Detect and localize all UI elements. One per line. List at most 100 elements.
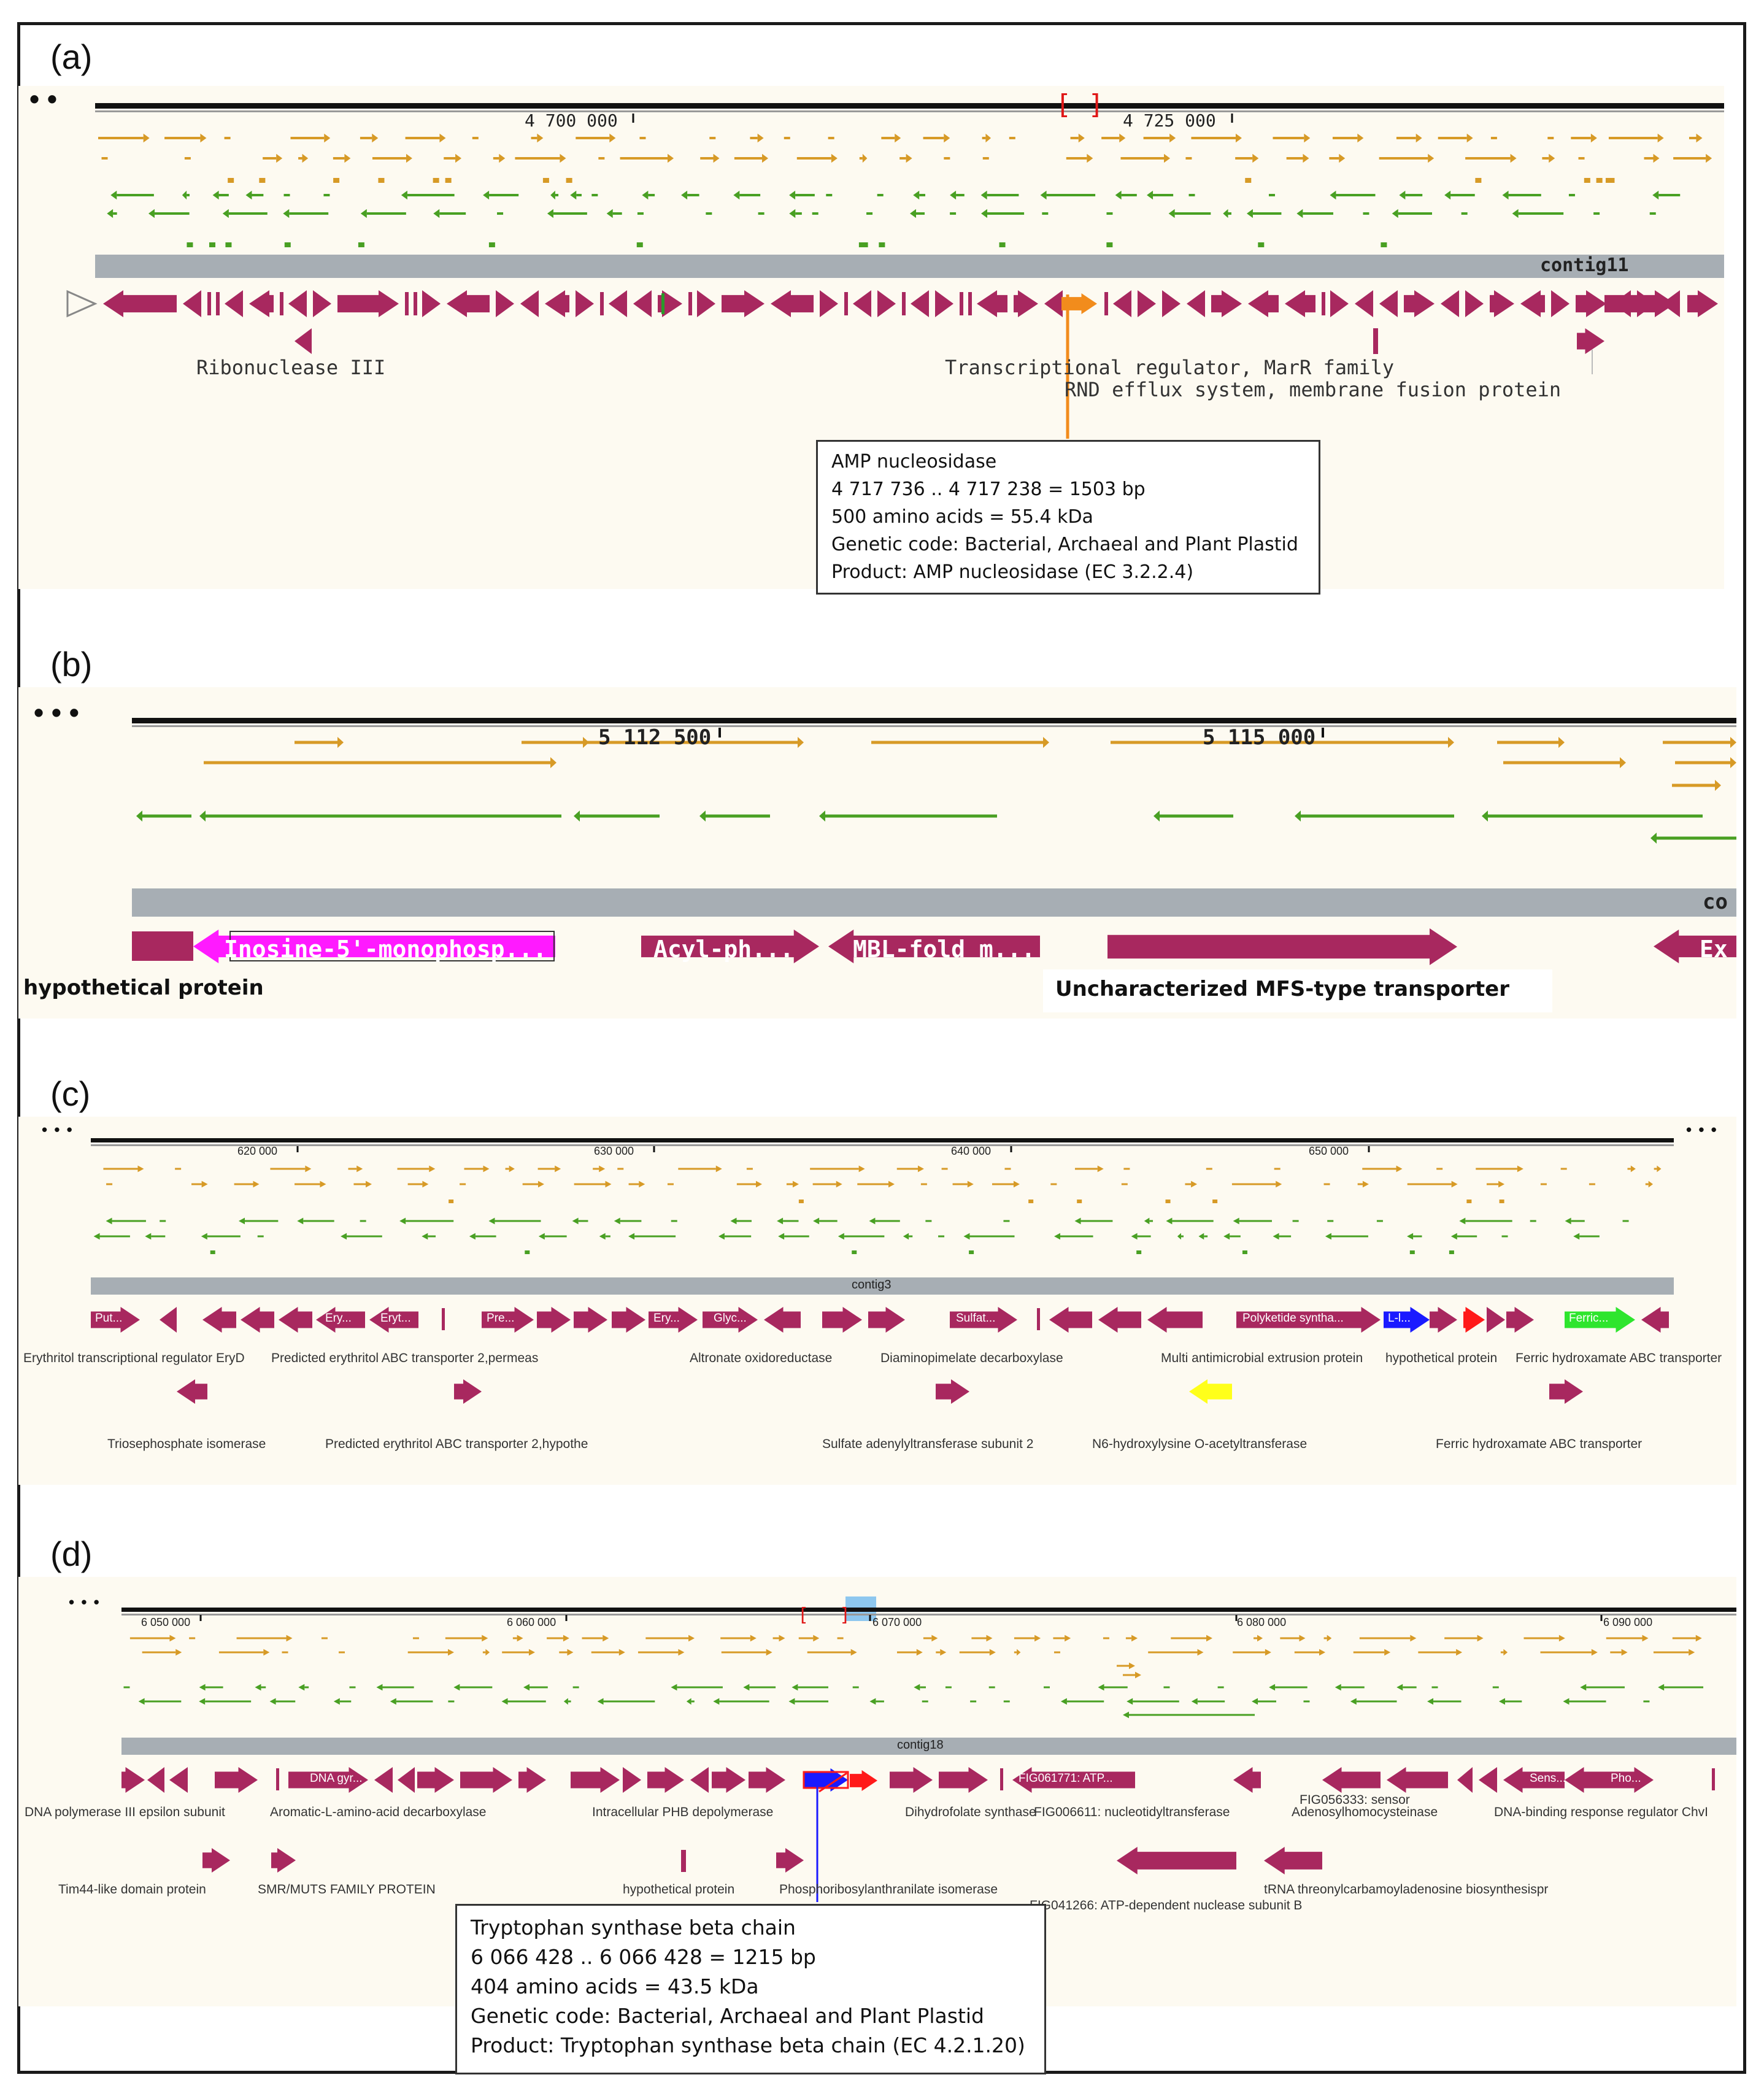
gene-arrow[interactable] [828, 930, 1040, 963]
gene-label[interactable]: Predicted erythritol ABC transporter 2,h… [325, 1437, 588, 1451]
gene-label[interactable]: tRNA threonylcarbamoyladenosine biosynth… [1264, 1882, 1549, 1897]
gene-arrow[interactable] [1384, 1307, 1430, 1333]
gene-arrow[interactable] [313, 290, 331, 317]
gene-arrow[interactable] [1654, 930, 1736, 963]
gene-label[interactable]: Predicted erythritol ABC transporter 2,p… [271, 1351, 539, 1365]
gene-arrow[interactable] [249, 290, 274, 317]
gene-arrow[interactable] [1189, 1379, 1232, 1404]
ruler-bar[interactable] [91, 1138, 1674, 1142]
gene-block[interactable] [132, 931, 193, 961]
gene-name[interactable]: Ery... [653, 1312, 680, 1325]
gene-arrow[interactable] [1322, 292, 1325, 315]
gene-arrow[interactable] [600, 292, 604, 315]
gene-arrow[interactable] [1712, 1768, 1715, 1790]
gene-label[interactable]: Aromatic-L-amino-acid decarboxylase [270, 1805, 487, 1819]
ellipsis-right[interactable]: • • • [1686, 1120, 1718, 1139]
view-bracket[interactable]: ] [839, 1604, 850, 1626]
gene-arrow[interactable] [574, 1307, 607, 1333]
gene-name[interactable]: Put... [95, 1312, 123, 1325]
gene-arrow[interactable] [853, 290, 871, 317]
gene-arrow[interactable] [1641, 1307, 1669, 1333]
amp-nucleosidase-gene[interactable] [1061, 293, 1097, 314]
gene-arrow[interactable] [1264, 1847, 1322, 1874]
gene-arrow[interactable] [202, 1307, 236, 1333]
gene-arrow[interactable] [160, 1307, 177, 1333]
gene-label[interactable]: SMR/MUTS FAMILY PROTEIN [258, 1882, 436, 1897]
gene-name[interactable]: L-l... [1388, 1312, 1411, 1325]
gene-arrow[interactable] [288, 1767, 368, 1793]
gene-arrow[interactable] [1551, 290, 1569, 317]
gene-arrow[interactable] [1322, 1767, 1381, 1793]
gene-label[interactable]: FIG006611: nucleotidyltransferase [1034, 1805, 1230, 1819]
gene-arrow[interactable] [1138, 290, 1156, 317]
gene-arrow[interactable] [1014, 290, 1038, 317]
gene-arrow[interactable] [1000, 1768, 1003, 1790]
gene-label[interactable]: N6-hydroxylysine O-acetyltransferase [1092, 1437, 1308, 1451]
gene-arrow[interactable] [147, 1767, 164, 1793]
gene-arrow[interactable] [537, 1307, 571, 1333]
gene-arrow[interactable] [960, 292, 963, 315]
gene-arrow[interactable] [442, 1308, 445, 1330]
gene-arrow[interactable] [1049, 1307, 1092, 1333]
ellipsis[interactable]: • • • [34, 696, 79, 728]
gene-name[interactable]: Polyketide syntha... [1242, 1312, 1344, 1325]
gene-arrow[interactable] [623, 1767, 641, 1793]
gene-arrow[interactable] [1549, 1379, 1583, 1404]
gene-arrow[interactable] [1577, 328, 1604, 354]
gene-label[interactable]: hypothetical protein [623, 1882, 735, 1897]
gene-arrow[interactable] [1441, 290, 1459, 317]
gene-arrow[interactable] [633, 290, 652, 317]
tryptophan-synthase-gene[interactable] [804, 1768, 848, 1792]
gene-arrow[interactable] [935, 290, 953, 317]
gene-arrow[interactable] [571, 1767, 620, 1793]
gene-arrow[interactable] [612, 1307, 645, 1333]
gene-arrow[interactable] [1037, 1308, 1040, 1330]
gene-arrow[interactable] [295, 328, 312, 354]
gene-arrow[interactable] [417, 1767, 454, 1793]
gene-arrow[interactable] [1465, 290, 1484, 317]
gene-label[interactable]: Ribonuclease III [196, 356, 386, 379]
gene-track[interactable] [91, 1307, 1669, 1404]
gene-label[interactable]: Transcriptional regulator, MarR family [945, 356, 1395, 379]
gene-label[interactable]: Altronate oxidoreductase [690, 1351, 833, 1365]
gene-name[interactable]: MBL-fold m... [853, 936, 1036, 963]
gene-label[interactable]: Triosephosphate isomerase [107, 1437, 266, 1451]
gene-arrow[interactable] [202, 1848, 230, 1873]
gene-label[interactable]: Uncharacterized MFS-type transporter [1055, 977, 1509, 1001]
gene-arrow[interactable] [1098, 1307, 1141, 1333]
view-bracket[interactable]: [ [798, 1604, 809, 1626]
gene-arrow[interactable] [1379, 290, 1398, 317]
gene-arrow[interactable] [1404, 290, 1435, 317]
gene-arrow[interactable] [520, 290, 539, 317]
gene-name[interactable]: Glyc... [714, 1312, 747, 1325]
gene-arrow[interactable] [414, 292, 417, 315]
gene-arrow[interactable] [722, 290, 765, 317]
gene-arrow[interactable] [1233, 1767, 1261, 1793]
ruler-bar[interactable] [132, 718, 1736, 723]
gene-label[interactable]: Tim44-like domain protein [58, 1882, 206, 1897]
gene-label[interactable]: Sulfate adenylyltransferase subunit 2 [822, 1437, 1034, 1451]
gene-arrow[interactable] [121, 1767, 145, 1793]
gene-arrow[interactable] [641, 930, 819, 963]
gene-arrow[interactable] [1565, 1767, 1608, 1793]
gene-arrow[interactable] [1490, 290, 1514, 317]
gene-track[interactable] [121, 1767, 1715, 1874]
gene-arrow[interactable] [316, 1307, 365, 1333]
gene-name[interactable]: Ex [1700, 936, 1728, 963]
gene-label[interactable]: Intracellular PHB depolymerase [592, 1805, 774, 1819]
gene-arrow[interactable] [764, 1307, 801, 1333]
gene-arrow[interactable] [771, 290, 814, 317]
gene-arrow[interactable] [1248, 290, 1279, 317]
gene-name[interactable]: DNA gyr... [310, 1772, 363, 1785]
gene-name[interactable]: Ferric... [1569, 1312, 1609, 1325]
gene-label[interactable]: Erythritol transcriptional regulator Ery… [23, 1351, 245, 1365]
gene-arrow[interactable] [1608, 1767, 1654, 1793]
gene-arrow[interactable] [1147, 1307, 1203, 1333]
gene-arrow[interactable] [279, 1307, 312, 1333]
gene-arrow[interactable] [1113, 290, 1131, 317]
gene-arrow[interactable] [749, 1767, 785, 1793]
gene-label[interactable]: Multi antimicrobial extrusion protein [1161, 1351, 1363, 1365]
gene-arrow[interactable] [405, 292, 409, 315]
gene-arrow[interactable] [1044, 290, 1063, 317]
gene-arrow[interactable] [968, 292, 972, 315]
